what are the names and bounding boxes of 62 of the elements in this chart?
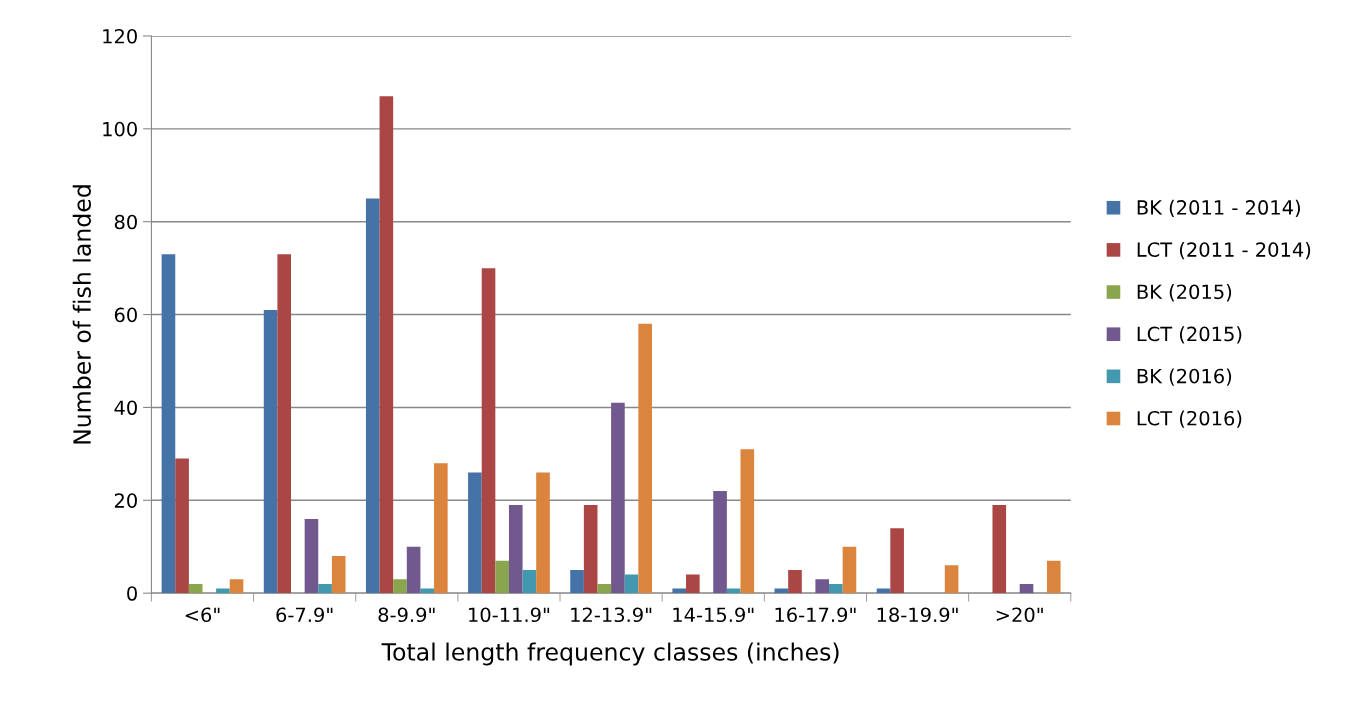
legend-label: LCT (2015) — [1137, 326, 1242, 344]
bar — [331, 556, 346, 594]
bar — [536, 472, 550, 594]
y-tick-label: 60 — [114, 307, 137, 323]
bar — [175, 458, 189, 594]
bar — [481, 268, 496, 594]
bar — [318, 583, 332, 594]
bar — [583, 504, 598, 594]
legend-label: LCT (2011 - 2014) — [1137, 241, 1311, 260]
bar — [829, 583, 843, 594]
bar — [434, 463, 448, 594]
x-tick-label: 16-17.9" — [775, 607, 856, 623]
y-tick-label: 120 — [103, 28, 137, 44]
bar — [638, 323, 652, 594]
bar — [686, 574, 700, 594]
legend-label: LCT (2016) — [1137, 410, 1242, 428]
bar — [379, 96, 394, 594]
bar — [944, 565, 959, 594]
bar — [842, 546, 857, 594]
bar — [508, 504, 523, 594]
bar — [570, 569, 584, 594]
y-tick-label: 20 — [114, 493, 137, 508]
bar — [597, 583, 612, 594]
bar — [522, 569, 537, 594]
y-tick-label: 0 — [127, 586, 137, 601]
bar — [713, 491, 727, 594]
x-tick-label: 10-11.9" — [469, 607, 550, 623]
x-tick-label: >20" — [996, 607, 1043, 623]
legend-label: BK (2015) — [1137, 284, 1232, 302]
legend-label: BK (2016) — [1137, 368, 1232, 386]
bar — [161, 254, 176, 594]
bar — [1019, 583, 1034, 594]
bar — [788, 569, 802, 594]
bar — [611, 402, 625, 594]
y-tick-label: 40 — [114, 400, 137, 416]
bar — [740, 449, 755, 594]
bar — [815, 579, 830, 594]
bar — [277, 254, 292, 594]
bar — [624, 574, 639, 594]
bar — [229, 579, 244, 594]
y-tick-label: 100 — [103, 121, 137, 137]
x-tick-label: 18-19.9" — [877, 607, 958, 623]
bar — [365, 198, 380, 594]
bar — [188, 583, 203, 594]
bar — [263, 309, 278, 594]
bar — [304, 518, 319, 594]
x-axis-title: Total length frequency classes (inches) — [381, 642, 839, 666]
legend-label: BK (2011 - 2014) — [1137, 199, 1300, 218]
x-tick-label: 14-15.9" — [673, 607, 754, 623]
bar — [406, 546, 421, 594]
y-tick-label: 80 — [114, 214, 137, 230]
x-tick-label: 6-7.9" — [276, 607, 333, 623]
x-tick-label: <6" — [185, 607, 220, 623]
x-tick-label: 12-13.9" — [571, 607, 652, 623]
y-axis-title: Number of fish landed — [72, 185, 91, 444]
bar — [1046, 560, 1061, 594]
bar — [468, 472, 482, 594]
bar — [393, 579, 407, 594]
x-tick-label: 8-9.9" — [378, 607, 435, 623]
bar — [992, 504, 1007, 594]
bar — [495, 560, 509, 594]
bar — [890, 528, 904, 594]
